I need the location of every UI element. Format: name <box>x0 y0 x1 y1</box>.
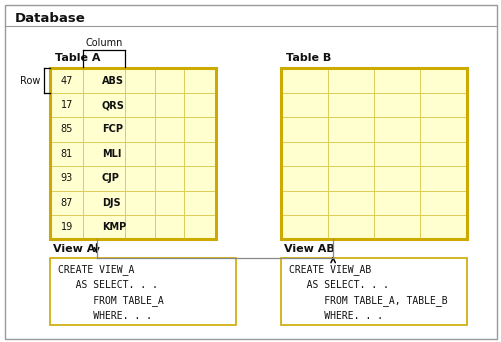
Text: View AB: View AB <box>283 244 334 254</box>
Text: 19: 19 <box>61 222 73 232</box>
Bar <box>281 68 466 239</box>
Text: 85: 85 <box>61 124 73 134</box>
Text: ABS: ABS <box>102 76 124 86</box>
Text: Row: Row <box>20 76 40 86</box>
Text: Database: Database <box>15 12 86 25</box>
Text: 17: 17 <box>61 100 73 110</box>
Bar <box>281 68 466 239</box>
Text: FCP: FCP <box>102 124 123 134</box>
Text: CJP: CJP <box>102 173 120 183</box>
Text: MLI: MLI <box>102 149 121 159</box>
Bar <box>281 258 466 325</box>
Text: Column: Column <box>85 38 122 48</box>
Text: QRS: QRS <box>102 100 125 110</box>
Bar <box>50 68 215 239</box>
Text: CREATE VIEW_AB
   AS SELECT. . .
      FROM TABLE_A, TABLE_B
      WHERE. . .: CREATE VIEW_AB AS SELECT. . . FROM TABLE… <box>288 264 446 320</box>
Bar <box>50 258 235 325</box>
Text: 87: 87 <box>61 198 73 208</box>
Bar <box>50 68 215 239</box>
Text: KMP: KMP <box>102 222 126 232</box>
Text: View A: View A <box>53 244 95 254</box>
Text: CREATE VIEW_A
   AS SELECT. . .
      FROM TABLE_A
      WHERE. . .: CREATE VIEW_A AS SELECT. . . FROM TABLE_… <box>58 264 163 320</box>
Text: 81: 81 <box>61 149 73 159</box>
Text: Table B: Table B <box>286 53 331 63</box>
Text: 47: 47 <box>61 76 73 86</box>
Text: Table A: Table A <box>55 53 101 63</box>
Text: 93: 93 <box>61 173 73 183</box>
Text: DJS: DJS <box>102 198 120 208</box>
